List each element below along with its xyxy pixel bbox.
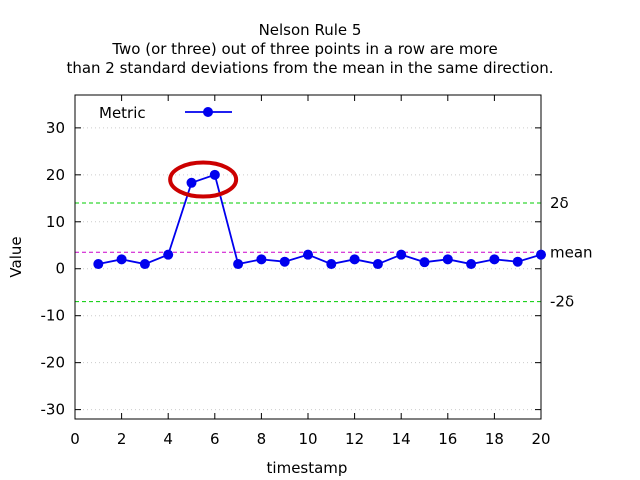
data-point xyxy=(512,256,523,267)
reference-label: mean xyxy=(550,243,593,261)
data-point xyxy=(163,249,174,260)
series-metric xyxy=(93,169,546,270)
data-point xyxy=(466,259,477,270)
series-line xyxy=(98,173,542,266)
legend-label: Metric xyxy=(99,104,146,122)
data-point xyxy=(279,256,290,267)
data-point xyxy=(93,259,104,270)
x-tick-label: 0 xyxy=(70,430,80,448)
x-tick-label: 14 xyxy=(392,430,411,448)
x-tick-label: 20 xyxy=(531,430,550,448)
y-tick-label: -30 xyxy=(41,401,66,419)
x-axis-label: timestamp xyxy=(267,459,348,477)
y-tick-label: 10 xyxy=(46,213,65,231)
legend-marker xyxy=(203,107,213,117)
data-point xyxy=(536,249,546,260)
data-point xyxy=(396,249,407,260)
data-point xyxy=(349,254,360,265)
title-line-3: than 2 standard deviations from the mean… xyxy=(66,59,553,77)
reference-label: -2δ xyxy=(550,293,574,311)
y-tick-label: 20 xyxy=(46,166,65,184)
x-tick-label: 10 xyxy=(298,430,317,448)
reference-lines: 2δ mean -2δ xyxy=(75,194,593,311)
data-point xyxy=(372,259,383,270)
data-point xyxy=(209,169,220,180)
x-tick-label: 12 xyxy=(345,430,364,448)
data-point xyxy=(256,254,267,265)
title-line-2: Two (or three) out of three points in a … xyxy=(111,40,497,58)
x-tick-label: 6 xyxy=(210,430,220,448)
data-point xyxy=(303,249,313,260)
axes: 0 2 4 6 8 10 12 14 16 18 20 -30 -20 -10 0 10 20 30 xyxy=(41,95,551,448)
data-point xyxy=(116,254,127,265)
y-tick-label: 30 xyxy=(46,119,65,137)
data-point xyxy=(326,259,337,270)
grid-lines xyxy=(75,127,541,411)
highlight-ellipse xyxy=(168,160,239,199)
data-point xyxy=(442,254,453,265)
data-point xyxy=(139,259,150,270)
chart-title: Nelson Rule 5 Two (or three) out of thre… xyxy=(66,21,553,77)
title-line-1: Nelson Rule 5 xyxy=(259,21,362,39)
x-tick-label: 16 xyxy=(438,430,457,448)
data-point xyxy=(233,259,244,270)
legend: Metric xyxy=(99,104,232,122)
x-tick-label: 2 xyxy=(117,430,127,448)
y-axis-label: Value xyxy=(7,236,25,277)
x-tick-label: 8 xyxy=(257,430,267,448)
data-point xyxy=(186,177,197,188)
reference-label: 2δ xyxy=(550,194,569,212)
data-point xyxy=(489,254,500,265)
x-tick-label: 4 xyxy=(163,430,173,448)
x-tick-label: 18 xyxy=(485,430,504,448)
y-tick-label: 0 xyxy=(55,260,65,278)
y-tick-label: -10 xyxy=(41,307,66,325)
y-tick-label: -20 xyxy=(41,354,66,372)
data-point xyxy=(419,257,430,268)
